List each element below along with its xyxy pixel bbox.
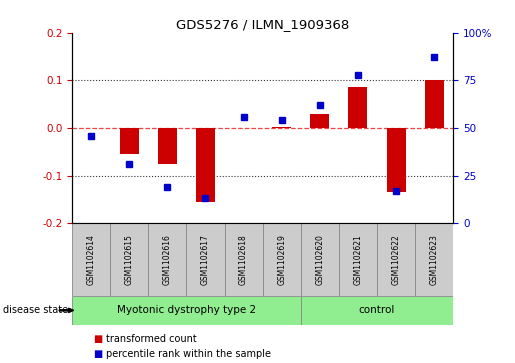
- Text: Myotonic dystrophy type 2: Myotonic dystrophy type 2: [117, 305, 256, 315]
- Bar: [339, 223, 377, 296]
- Text: GSM1102615: GSM1102615: [125, 234, 134, 285]
- Text: disease state: disease state: [3, 305, 67, 315]
- Text: GSM1102614: GSM1102614: [87, 234, 96, 285]
- Text: GSM1102619: GSM1102619: [277, 234, 286, 285]
- Text: GSM1102617: GSM1102617: [201, 234, 210, 285]
- Bar: [186, 223, 225, 296]
- Bar: [72, 223, 110, 296]
- Text: GSM1102618: GSM1102618: [239, 234, 248, 285]
- Bar: [386, 128, 405, 192]
- Bar: [196, 128, 215, 202]
- Bar: [225, 223, 263, 296]
- Bar: [158, 128, 177, 164]
- Bar: [148, 223, 186, 296]
- Bar: [310, 114, 330, 128]
- Bar: [301, 296, 453, 325]
- Bar: [348, 87, 367, 128]
- Bar: [415, 223, 453, 296]
- Bar: [424, 80, 443, 128]
- Bar: [263, 223, 301, 296]
- Title: GDS5276 / ILMN_1909368: GDS5276 / ILMN_1909368: [176, 19, 349, 32]
- Bar: [301, 223, 339, 296]
- Text: GSM1102621: GSM1102621: [353, 234, 363, 285]
- Text: GSM1102622: GSM1102622: [391, 234, 401, 285]
- Text: GSM1102623: GSM1102623: [430, 234, 439, 285]
- Text: transformed count: transformed count: [106, 334, 196, 344]
- Text: ■: ■: [93, 349, 102, 359]
- Bar: [110, 223, 148, 296]
- Bar: [272, 127, 291, 128]
- Text: GSM1102616: GSM1102616: [163, 234, 172, 285]
- Bar: [377, 223, 415, 296]
- Text: GSM1102620: GSM1102620: [315, 234, 324, 285]
- Bar: [119, 128, 139, 154]
- Text: ■: ■: [93, 334, 102, 344]
- Bar: [72, 296, 301, 325]
- Text: control: control: [359, 305, 395, 315]
- Text: percentile rank within the sample: percentile rank within the sample: [106, 349, 270, 359]
